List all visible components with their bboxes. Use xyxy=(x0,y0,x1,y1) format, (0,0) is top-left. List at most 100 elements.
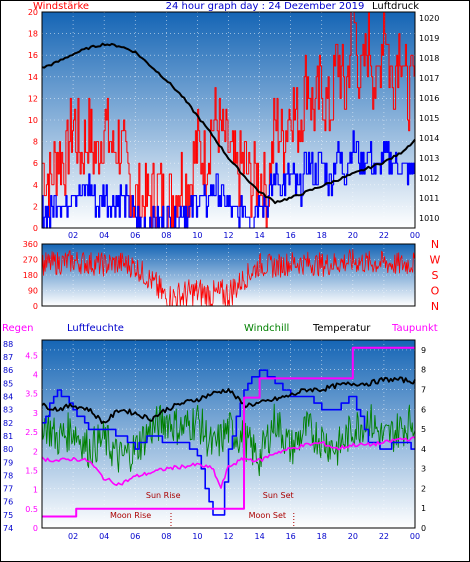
wind-speed-tick-label: 16 xyxy=(28,51,38,60)
pressure-tick-label: 1020 xyxy=(419,14,439,23)
humidity-tick-label: 87 xyxy=(3,353,13,362)
compass-tick-label: S xyxy=(432,269,439,282)
rain-tick-label: 0.5 xyxy=(25,505,38,514)
temperature-axis: 0 1 2 3 4 5 6 7 8 9 xyxy=(421,346,426,533)
wind-direction-tick-label: 360 xyxy=(23,240,38,249)
wind-direction-tick-label: 180 xyxy=(23,271,38,280)
rain-tick-label: 1 xyxy=(33,486,38,495)
legend-luftfeuchte: Luftfeuchte xyxy=(67,323,124,334)
humidity-tick-label: 78 xyxy=(3,471,13,480)
pressure-tick-label: 1019 xyxy=(419,34,439,43)
pressure-axis: 1010 1011 1012 1013 1014 1015 1016 1017 1018 1019… xyxy=(419,14,439,223)
rain-tick-label: 3.5 xyxy=(25,390,38,399)
wind-speed-tick-label: 8 xyxy=(33,138,38,147)
rain-tick-label: 4 xyxy=(33,371,38,380)
compass-tick-label: O xyxy=(431,285,440,298)
sun-moon-annotations: Sun Rise Sun Set Moon Rise Moon Set xyxy=(110,491,295,528)
hour-tick-label: 02 xyxy=(68,532,78,541)
panel1-series xyxy=(41,11,416,229)
panel2-frame xyxy=(41,243,416,307)
pressure-tick-label: 1017 xyxy=(419,74,439,83)
humidity-tick-label: 86 xyxy=(3,366,13,375)
wind-speed-tick-label: 2 xyxy=(33,202,38,211)
wind-mean-line xyxy=(42,130,415,229)
hour-tick-label: 12 xyxy=(223,231,233,240)
wind-speed-tick-label: 6 xyxy=(33,159,38,168)
rain-tick-label: 2 xyxy=(33,447,38,456)
temperature-tick-label: 8 xyxy=(421,366,426,375)
temperature-tick-label: 4 xyxy=(421,445,426,454)
panel3-series xyxy=(41,346,416,518)
hour-tick-label: 12 xyxy=(223,532,233,541)
wind-direction-tick-label: 270 xyxy=(23,256,38,265)
panel3-grid xyxy=(42,340,415,528)
wind-speed-tick-label: 18 xyxy=(28,30,38,39)
temperature-tick-label: 5 xyxy=(421,425,426,434)
wind-direction-tick-label: 90 xyxy=(28,287,38,296)
hour-tick-label: 14 xyxy=(254,231,264,240)
wind-gust-line xyxy=(42,11,415,229)
hour-tick-label: 06 xyxy=(130,532,140,541)
left-axis-title: Windstärke xyxy=(33,1,89,12)
rain-tick-label: 0 xyxy=(33,524,38,533)
legend-windchill: Windchill xyxy=(244,323,289,334)
wind-speed-tick-label: 12 xyxy=(28,94,38,103)
humidity-tick-label: 77 xyxy=(3,485,13,494)
wind-speed-tick-label: 10 xyxy=(28,116,38,125)
hour-tick-label: 22 xyxy=(379,532,389,541)
legend-taupunkt: Taupunkt xyxy=(391,323,438,334)
pressure-tick-label: 1016 xyxy=(419,94,439,103)
hour-tick-label: 16 xyxy=(286,532,296,541)
sun-set-label: Sun Set xyxy=(263,491,294,500)
humidity-tick-label: 74 xyxy=(3,524,13,533)
hour-tick-label: 14 xyxy=(254,532,264,541)
temperature-tick-label: 3 xyxy=(421,465,426,474)
panel3-hour-axis: 02 04 06 08 10 12 14 16 18 20 22 00 xyxy=(68,532,420,541)
hour-tick-label: 08 xyxy=(161,532,171,541)
rain-axis: 0 0.5 1 1.5 2 2.5 3 3.5 4 4.5 xyxy=(25,351,38,533)
humidity-tick-label: 82 xyxy=(3,419,13,428)
wind-direction-tick-label: 0 xyxy=(33,302,38,311)
pressure-tick-label: 1015 xyxy=(419,114,439,123)
temperature-line xyxy=(41,376,416,425)
pressure-tick-label: 1018 xyxy=(419,54,439,63)
hour-tick-label: 08 xyxy=(161,231,171,240)
humidity-tick-label: 83 xyxy=(3,406,13,415)
wind-direction-axis: 0 90 180 270 360 xyxy=(23,240,38,311)
wind-speed-axis: 0 2 4 6 8 10 12 14 16 18 20 xyxy=(28,8,38,233)
rain-line xyxy=(42,346,415,518)
compass-tick-label: W xyxy=(430,254,441,267)
pressure-tick-label: 1012 xyxy=(419,174,439,183)
hour-tick-label: 06 xyxy=(130,231,140,240)
rain-tick-label: 3 xyxy=(33,409,38,418)
wind-speed-tick-label: 20 xyxy=(28,8,38,17)
hour-tick-label: 22 xyxy=(379,231,389,240)
panel1-hour-axis: 02 04 06 08 10 12 14 16 18 20 22 00 xyxy=(68,231,420,240)
legend-temperatur: Temperatur xyxy=(312,323,371,334)
hour-tick-label: 10 xyxy=(192,532,202,541)
humidity-tick-label: 81 xyxy=(3,432,13,441)
rain-tick-label: 1.5 xyxy=(25,466,38,475)
dewpoint-line xyxy=(41,436,416,489)
legend-regen: Regen xyxy=(2,323,34,334)
moon-rise-label: Moon Rise xyxy=(110,511,151,520)
moon-set-label: Moon Set xyxy=(249,511,286,520)
hour-tick-label: 16 xyxy=(286,231,296,240)
hour-tick-label: 02 xyxy=(68,231,78,240)
humidity-tick-label: 88 xyxy=(3,340,13,349)
windchill-line xyxy=(41,403,416,477)
humidity-tick-label: 76 xyxy=(3,498,13,507)
hour-tick-label: 20 xyxy=(348,231,358,240)
compass-tick-label: N xyxy=(431,300,439,313)
pressure-line xyxy=(41,42,416,205)
pressure-tick-label: 1014 xyxy=(419,134,439,143)
panel2-series xyxy=(41,249,416,307)
humidity-tick-label: 80 xyxy=(3,445,13,454)
wind-direction-line xyxy=(41,249,416,307)
hour-tick-label: 00 xyxy=(410,231,420,240)
hour-tick-label: 20 xyxy=(348,532,358,541)
chart-title: 24 hour graph day : 24 Dezember 2019 xyxy=(166,1,365,12)
